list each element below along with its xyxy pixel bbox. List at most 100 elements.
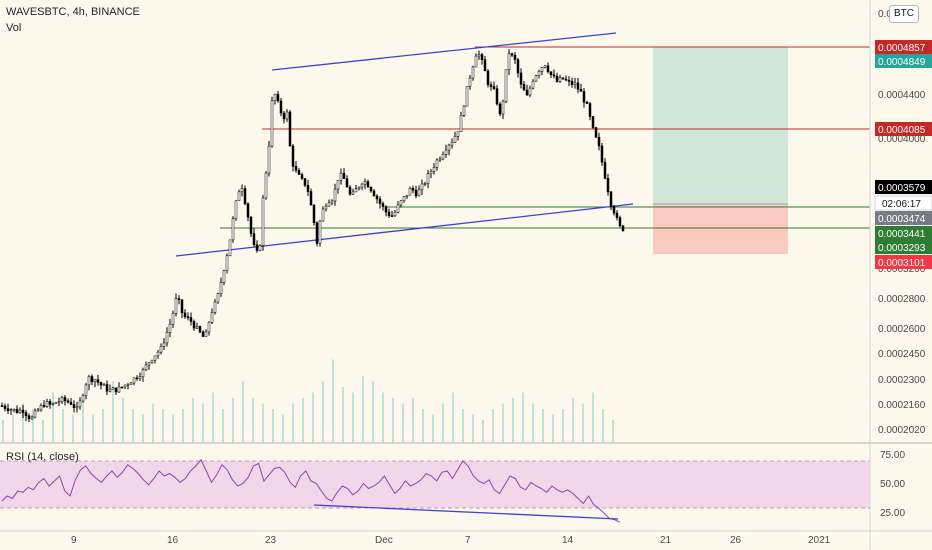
candle-body xyxy=(600,145,604,163)
time-tick: Dec xyxy=(375,535,393,546)
rsi-label[interactable]: RSI (14, close) xyxy=(6,451,79,463)
candle-body xyxy=(189,317,193,322)
candle-body xyxy=(318,220,322,244)
candle-body xyxy=(126,384,130,386)
volume-bar xyxy=(142,414,144,442)
volume-bar xyxy=(402,403,404,442)
candle-body xyxy=(297,170,301,175)
candle-body xyxy=(270,100,274,147)
volume-bar xyxy=(2,420,4,442)
time-tick: 23 xyxy=(265,535,277,546)
price-tick: 0.0002300 xyxy=(878,375,926,386)
rsi-band xyxy=(0,461,870,508)
volume-bar xyxy=(172,414,174,442)
candle-body xyxy=(135,377,139,380)
candle-body xyxy=(123,384,127,388)
volume-bar xyxy=(612,420,614,442)
candle-body xyxy=(513,54,517,60)
candle-body xyxy=(438,158,442,161)
candle-body xyxy=(327,202,331,207)
candle-body xyxy=(390,215,394,217)
price-tick: 0.0002450 xyxy=(878,349,926,360)
symbol-title[interactable]: WAVESBTC, 4h, BINANCE xyxy=(6,6,140,18)
candle-body xyxy=(609,191,613,207)
candle-body xyxy=(177,298,181,300)
candle-body xyxy=(477,54,481,57)
candle-body xyxy=(585,101,589,104)
volume-bar xyxy=(312,392,314,442)
volume-bar xyxy=(412,398,414,442)
currency-button[interactable]: BTC xyxy=(889,5,919,23)
candle-body xyxy=(48,401,52,405)
candle-body xyxy=(165,332,169,344)
candle-body xyxy=(606,178,610,193)
candle-body xyxy=(78,400,82,408)
candle-body xyxy=(255,244,259,251)
upper-trendline[interactable] xyxy=(271,32,617,71)
candle-body xyxy=(546,65,550,72)
candle-body xyxy=(435,159,439,168)
candle-body xyxy=(354,188,358,193)
volume-label[interactable]: Vol xyxy=(6,22,22,34)
badge-bg xyxy=(875,211,932,225)
candle-body xyxy=(30,416,34,420)
candle-body xyxy=(51,403,55,405)
volume-bar xyxy=(422,409,424,442)
candle-body xyxy=(618,217,622,226)
candle-body xyxy=(453,136,457,143)
rsi-tick: 25.00 xyxy=(880,508,905,519)
candle-body xyxy=(411,188,415,191)
candle-body xyxy=(408,188,412,196)
volume-bar xyxy=(542,409,544,442)
candle-body xyxy=(504,69,508,102)
candle-body xyxy=(210,312,214,323)
candle-body xyxy=(315,222,319,244)
candle-body xyxy=(525,89,529,96)
candle-body xyxy=(258,245,262,251)
candle-body xyxy=(540,67,544,72)
candle-body xyxy=(567,79,571,82)
candle-body xyxy=(471,66,475,79)
candle-body xyxy=(243,188,247,204)
stop-zone[interactable] xyxy=(653,204,788,254)
candle-body xyxy=(375,195,379,200)
volume-bar xyxy=(22,403,24,442)
candle-body xyxy=(153,355,157,361)
candle-body xyxy=(87,376,91,386)
volume-bar xyxy=(132,409,134,442)
candle-body xyxy=(96,379,100,383)
candle-body xyxy=(357,186,361,190)
rsi-divergence-line[interactable] xyxy=(313,504,619,520)
candle-body xyxy=(99,382,103,386)
candle-body xyxy=(183,312,187,317)
candle-body xyxy=(279,100,283,114)
price-badge-support-1: 0.0003441 xyxy=(878,229,926,240)
volume-bar xyxy=(592,392,594,442)
candle-body xyxy=(228,239,232,257)
time-tick: 26 xyxy=(730,535,742,546)
candle-body xyxy=(57,401,61,403)
candle-body xyxy=(294,166,298,171)
candle-body xyxy=(579,88,583,92)
badge-bg xyxy=(875,226,932,240)
candle-body xyxy=(276,94,280,102)
candle-body xyxy=(15,408,19,414)
candle-body xyxy=(399,200,403,206)
candle-body xyxy=(222,270,226,283)
candle-body xyxy=(81,395,85,402)
volume-bar xyxy=(112,381,114,442)
candle-body xyxy=(543,65,547,68)
candle-body xyxy=(0,405,4,407)
volume-bar xyxy=(572,398,574,442)
target-zone[interactable] xyxy=(653,47,788,204)
candle-body xyxy=(393,212,397,216)
volume-bar xyxy=(522,392,524,442)
volume-bar xyxy=(502,403,504,442)
candle-body xyxy=(363,181,367,185)
candle-body xyxy=(246,203,250,218)
time-tick: 16 xyxy=(167,535,179,546)
lower-trendline[interactable] xyxy=(175,203,634,257)
badge-bg xyxy=(875,40,932,54)
candle-body xyxy=(456,131,460,137)
